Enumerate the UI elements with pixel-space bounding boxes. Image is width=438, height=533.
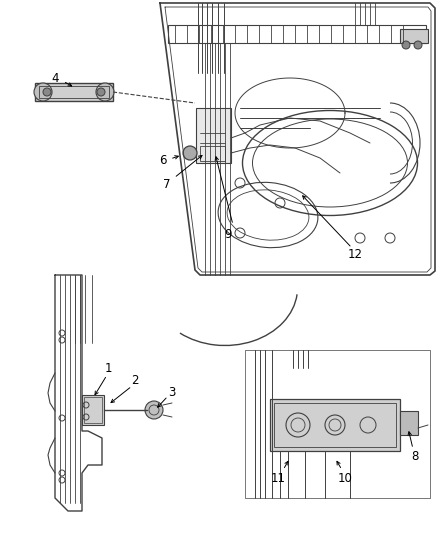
Circle shape bbox=[183, 146, 197, 160]
Bar bbox=[39, 86, 109, 98]
Circle shape bbox=[96, 83, 114, 101]
Bar bbox=[35, 83, 113, 101]
Text: 11: 11 bbox=[271, 472, 286, 484]
Text: 9: 9 bbox=[224, 229, 232, 241]
Text: 10: 10 bbox=[338, 472, 353, 484]
Text: 1: 1 bbox=[104, 361, 112, 375]
Text: 12: 12 bbox=[347, 248, 363, 262]
Circle shape bbox=[145, 401, 163, 419]
Bar bbox=[82, 395, 104, 425]
Circle shape bbox=[34, 83, 52, 101]
Text: 2: 2 bbox=[131, 375, 139, 387]
Text: 3: 3 bbox=[168, 386, 176, 400]
Text: 8: 8 bbox=[411, 449, 419, 463]
Bar bbox=[168, 25, 426, 43]
Bar bbox=[200, 146, 225, 161]
Bar bbox=[84, 397, 102, 423]
Bar bbox=[270, 399, 400, 451]
Bar bbox=[400, 411, 418, 435]
Text: 7: 7 bbox=[163, 179, 171, 191]
Circle shape bbox=[402, 41, 410, 49]
Bar bbox=[196, 108, 231, 163]
Bar bbox=[245, 350, 430, 498]
Text: 4: 4 bbox=[51, 71, 59, 85]
Circle shape bbox=[414, 41, 422, 49]
Bar bbox=[400, 29, 428, 43]
Circle shape bbox=[43, 88, 51, 96]
Text: 6: 6 bbox=[159, 154, 167, 166]
Bar bbox=[274, 403, 396, 447]
Circle shape bbox=[97, 88, 105, 96]
